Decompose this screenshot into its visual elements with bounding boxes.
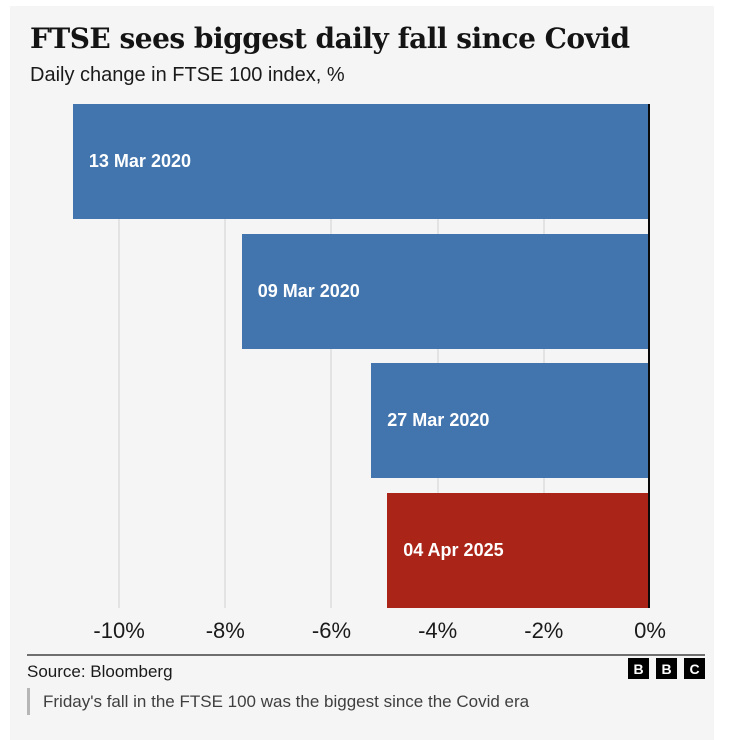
caption-accent-bar (27, 688, 30, 715)
x-axis: -10% -8% -6% -4% -2% 0% (66, 618, 666, 646)
x-axis-tick-label: -10% (93, 618, 145, 643)
bar: 09 Mar 2020 (241, 233, 650, 349)
x-axis-tick-label: -2% (524, 618, 564, 643)
bar-label: 09 Mar 2020 (257, 280, 360, 301)
chart-subtitle: Daily change in FTSE 100 index, % (30, 64, 345, 86)
bar: 04 Apr 2025 (387, 492, 650, 608)
gridline (330, 104, 333, 608)
bbc-logo: B B C (628, 658, 705, 679)
gridline (542, 104, 545, 608)
x-axis-tick-label: -6% (311, 618, 352, 643)
figure-card: FTSE sees biggest daily fall since Covid… (10, 6, 714, 740)
gridline (224, 104, 227, 608)
bbc-logo-c-icon: C (684, 658, 705, 679)
chart-title: FTSE sees biggest daily fall since Covid (30, 22, 630, 55)
zero-axis-line (648, 104, 650, 608)
x-axis-tick-label: -4% (418, 618, 458, 643)
bar-label: 27 Mar 2020 (387, 410, 490, 431)
bbc-logo-b1-icon: B (628, 658, 649, 679)
bar: 27 Mar 2020 (371, 363, 650, 479)
x-axis-tick-label: 0% (634, 618, 666, 643)
footer-divider (27, 654, 705, 656)
bar-label: 04 Apr 2025 (403, 539, 504, 560)
caption-text: Friday's fall in the FTSE 100 was the bi… (43, 691, 530, 711)
bar-label: 13 Mar 2020 (88, 151, 191, 171)
gridline (118, 104, 121, 608)
caption-row: Friday's fall in the FTSE 100 was the bi… (27, 688, 529, 715)
plot-area: 13 Mar 2020 09 Mar 2020 27 Mar 2020 04 Apr … (66, 104, 650, 608)
bar-series: 13 Mar 2020 09 Mar 2020 27 Mar 2020 04 Apr … (66, 104, 650, 608)
bar: 13 Mar 2020 (72, 104, 650, 219)
x-axis-tick-label: -8% (205, 618, 245, 643)
gridline (436, 104, 439, 608)
bbc-logo-b2-icon: B (656, 658, 677, 679)
source-label: Source: Bloomberg (27, 662, 173, 681)
